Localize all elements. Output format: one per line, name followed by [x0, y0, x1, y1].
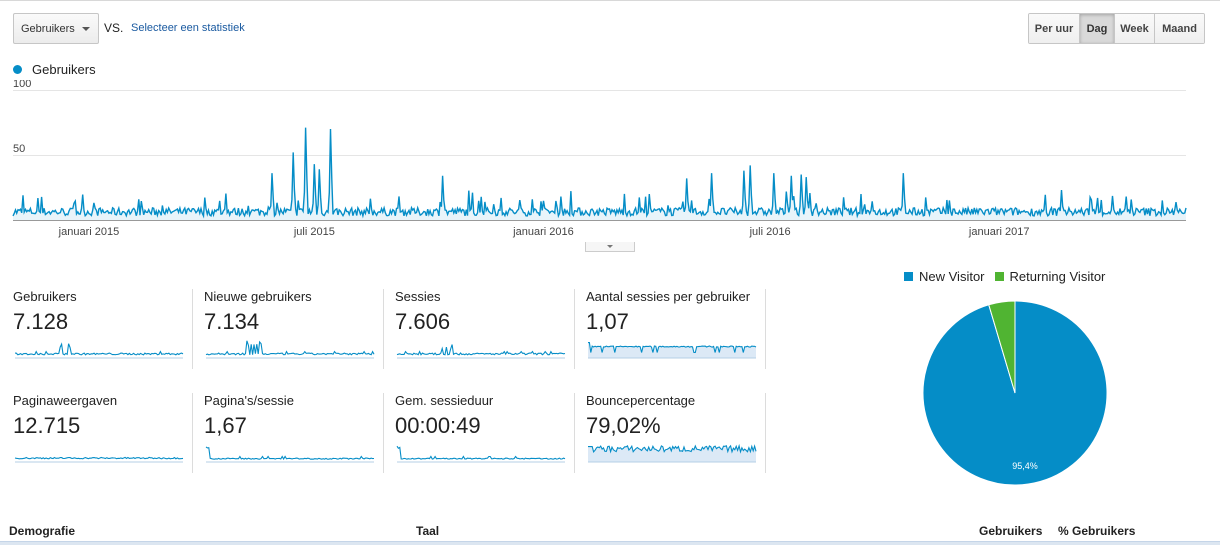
metric-dropdown-label: Gebruikers [21, 22, 75, 35]
metric-tile[interactable]: Nieuwe gebruikers 7.134 [204, 289, 384, 369]
sparkline-line [588, 342, 757, 354]
metric-label: Gebruikers [13, 289, 77, 304]
sparkline-fill [588, 342, 756, 358]
pie-legend: New Visitor Returning Visitor [904, 269, 1115, 284]
metric-label: Nieuwe gebruikers [204, 289, 312, 304]
sparkline-line [588, 443, 757, 454]
metric-tile[interactable]: Paginaweergaven 12.715 [13, 393, 193, 473]
x-tick-label: juli 2015 [293, 226, 335, 238]
metric-sparkline [396, 445, 566, 463]
series-dot [13, 65, 22, 74]
sparkline-line [14, 456, 184, 460]
metric-sparkline [205, 446, 375, 463]
sparkline-line [396, 344, 566, 356]
period-hour-button[interactable]: Per uur [1029, 14, 1080, 43]
returning-visitor-swatch [994, 272, 1004, 281]
new-visitor-swatch [904, 272, 913, 281]
metric-label: Aantal sessies per gebruiker [586, 289, 751, 304]
sparkline-line [396, 445, 566, 460]
col-pct-gebruikers[interactable]: % Gebruikers [1058, 524, 1136, 538]
metric-tile[interactable]: Gebruikers 7.128 [13, 289, 193, 369]
users-timeline-chart: 100 50 januari 2015 juli 2015 januari 2016 ju… [12, 80, 1187, 238]
top-divider [0, 0, 1220, 1]
metric-label: Sessies [395, 289, 441, 304]
metric-sparkline [205, 340, 375, 359]
compare-metric-link[interactable]: Selecteer een statistiek [131, 22, 245, 34]
period-day-button[interactable]: Dag [1080, 14, 1115, 43]
pie-slice-label: 95,4% [1012, 461, 1038, 471]
metric-value: 7.128 [13, 309, 69, 334]
series-line [12, 127, 1187, 219]
metric-tile[interactable]: Gem. sessieduur 00:00:49 [395, 393, 575, 473]
sparkline-line [14, 342, 184, 356]
pie-legend-returning: Returning Visitor [994, 269, 1106, 284]
metric-value: 12.715 [13, 413, 81, 438]
pie-legend-label: New Visitor [919, 269, 985, 284]
period-toggle: Per uur Dag Week Maand [1028, 13, 1205, 44]
col-gebruikers[interactable]: Gebruikers [979, 524, 1043, 538]
table-header-rule [0, 541, 1220, 545]
metric-label: Paginaweergaven [13, 393, 118, 408]
demographics-table-header: Demografie Taal Gebruikers % Gebruikers [0, 519, 1220, 546]
pie-legend-label: Returning Visitor [1009, 269, 1106, 284]
metric-sparkline [14, 456, 184, 463]
metric-value: 1,67 [204, 413, 247, 438]
metric-sparkline [588, 443, 757, 463]
metric-tile[interactable]: Bouncepercentage 79,02% [586, 393, 766, 473]
metric-dropdown[interactable]: Gebruikers [13, 13, 99, 44]
chart-collapse-handle[interactable] [585, 242, 635, 252]
metric-value: 1,07 [586, 309, 629, 334]
metric-value: 00:00:49 [395, 413, 481, 438]
series-area-fill [13, 127, 1186, 220]
col-demografie: Demografie [9, 524, 76, 538]
vs-label: VS. [104, 21, 124, 35]
chevron-down-icon [82, 27, 90, 31]
x-tick-label: januari 2016 [512, 226, 574, 238]
visitor-type-pie: 95,4% [922, 300, 1108, 486]
y-tick-label: 50 [13, 143, 25, 155]
sparkline-fill [588, 445, 756, 462]
x-tick-label: januari 2017 [968, 226, 1030, 238]
metric-label: Pagina's/sessie [204, 393, 294, 408]
metric-sparkline [588, 342, 757, 359]
metric-tile[interactable]: Pagina's/sessie 1,67 [204, 393, 384, 473]
metric-value: 79,02% [586, 413, 661, 438]
metric-tile[interactable]: Aantal sessies per gebruiker 1,07 [586, 289, 766, 369]
col-taal: Taal [416, 524, 440, 538]
metric-sparkline [14, 342, 184, 359]
metric-value: 7.134 [204, 309, 260, 334]
sparkline-line [205, 446, 375, 461]
chart-legend: Gebruikers [13, 62, 96, 77]
metric-label: Bouncepercentage [586, 393, 696, 408]
y-tick-label: 100 [13, 80, 31, 90]
metric-label: Gem. sessieduur [395, 393, 494, 408]
sparkline-line [205, 340, 375, 356]
x-tick-label: juli 2016 [749, 226, 791, 238]
pie-slice-returning-visitor[interactable] [988, 300, 1016, 394]
caret-down-icon [607, 245, 613, 248]
metric-tile[interactable]: Sessies 7.606 [395, 289, 575, 369]
period-month-button[interactable]: Maand [1155, 14, 1204, 43]
period-week-button[interactable]: Week [1115, 14, 1155, 43]
x-tick-label: januari 2015 [58, 226, 120, 238]
pie-legend-new: New Visitor [904, 269, 985, 284]
metric-value: 7.606 [395, 309, 451, 334]
legend-series-label: Gebruikers [32, 62, 96, 77]
metric-sparkline [396, 344, 566, 359]
